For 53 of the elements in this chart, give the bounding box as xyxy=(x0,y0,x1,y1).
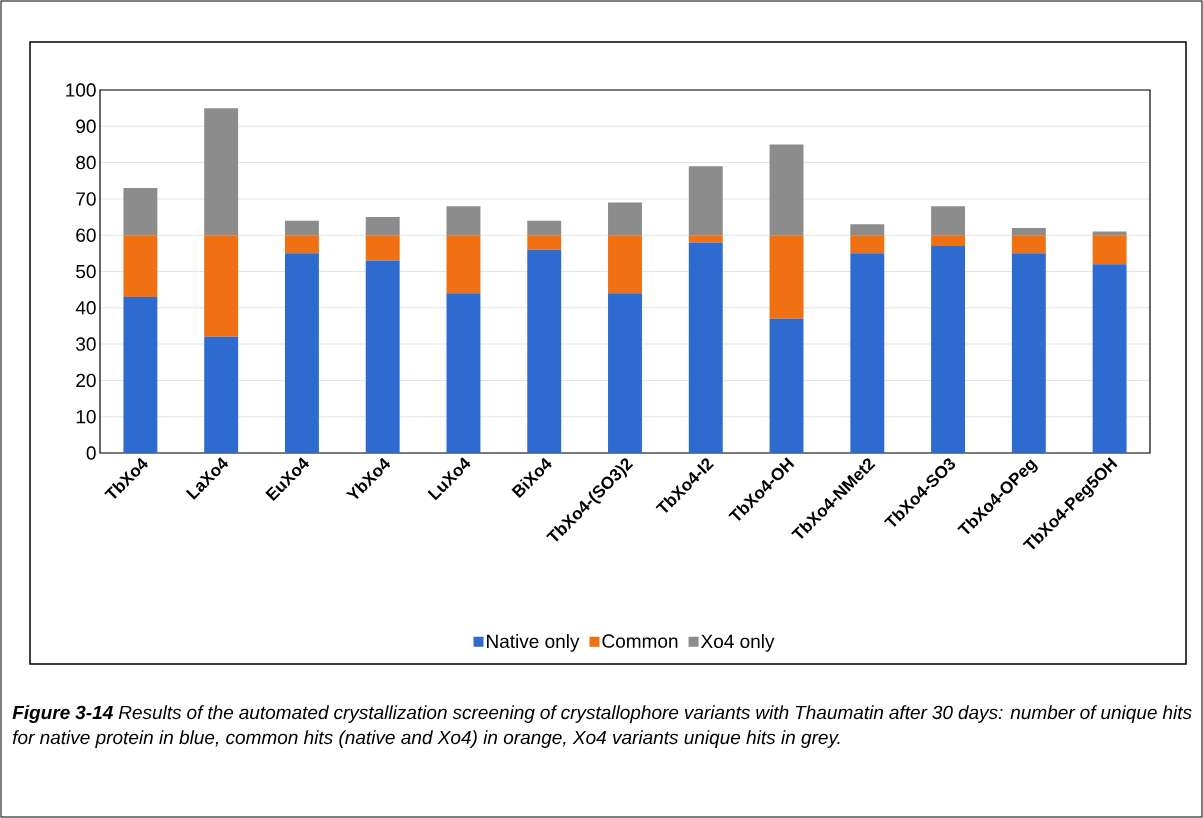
bar xyxy=(527,249,562,453)
bar xyxy=(850,253,885,453)
bar xyxy=(1011,235,1046,254)
text: Figure 3-14 Results of the automated crystallization screening of crystallophore variants with Thaumatin after 30 days: number of unique hits for native protein in blue, common hits (native and Xo4) in orange, Xo4 variants unique hits in grey. xyxy=(12,705,1192,748)
bar xyxy=(608,235,642,294)
bar xyxy=(688,235,723,243)
bar xyxy=(769,235,804,319)
y-tick-label: 20 xyxy=(76,373,96,388)
bar xyxy=(769,144,804,236)
bar xyxy=(284,220,319,236)
legend-label: Xo4 only xyxy=(700,634,775,652)
bar xyxy=(123,235,158,297)
y-tick-label: 60 xyxy=(76,228,96,242)
bar xyxy=(527,235,562,250)
bar xyxy=(527,220,562,236)
bar xyxy=(204,235,239,337)
bar xyxy=(446,206,481,236)
y-tick-label: 30 xyxy=(76,337,96,351)
bar xyxy=(365,217,400,236)
bar xyxy=(284,235,319,254)
bar xyxy=(284,253,319,453)
bar xyxy=(688,242,723,453)
bar xyxy=(1092,264,1127,453)
y-tick-label: 50 xyxy=(76,264,96,279)
legend-label: Common xyxy=(602,634,678,648)
bar xyxy=(608,293,642,453)
bar xyxy=(931,206,966,236)
bar xyxy=(204,108,239,236)
y-tick-label: 80 xyxy=(76,155,96,170)
bar xyxy=(204,336,239,453)
bar xyxy=(1011,227,1046,236)
bar xyxy=(446,235,481,294)
bar xyxy=(1011,253,1046,453)
bar xyxy=(608,202,642,236)
y-tick-label: 40 xyxy=(75,301,96,315)
y-tick-label: 100 xyxy=(66,83,96,97)
bar xyxy=(365,235,400,261)
bar xyxy=(1092,235,1127,265)
y-tick-label: 70 xyxy=(76,192,96,206)
bar xyxy=(769,318,804,453)
bar xyxy=(931,235,966,247)
y-tick-label: 10 xyxy=(76,409,96,424)
y-tick-label: 90 xyxy=(76,119,96,134)
bar xyxy=(123,188,158,236)
bar xyxy=(123,296,158,453)
legend-label: Native only xyxy=(487,634,580,652)
bar xyxy=(850,224,885,236)
bar xyxy=(688,166,723,236)
bar xyxy=(365,260,400,453)
y-tick-label: 0 xyxy=(86,446,96,460)
bar xyxy=(850,235,885,254)
bar xyxy=(446,293,481,453)
bar xyxy=(931,246,966,453)
